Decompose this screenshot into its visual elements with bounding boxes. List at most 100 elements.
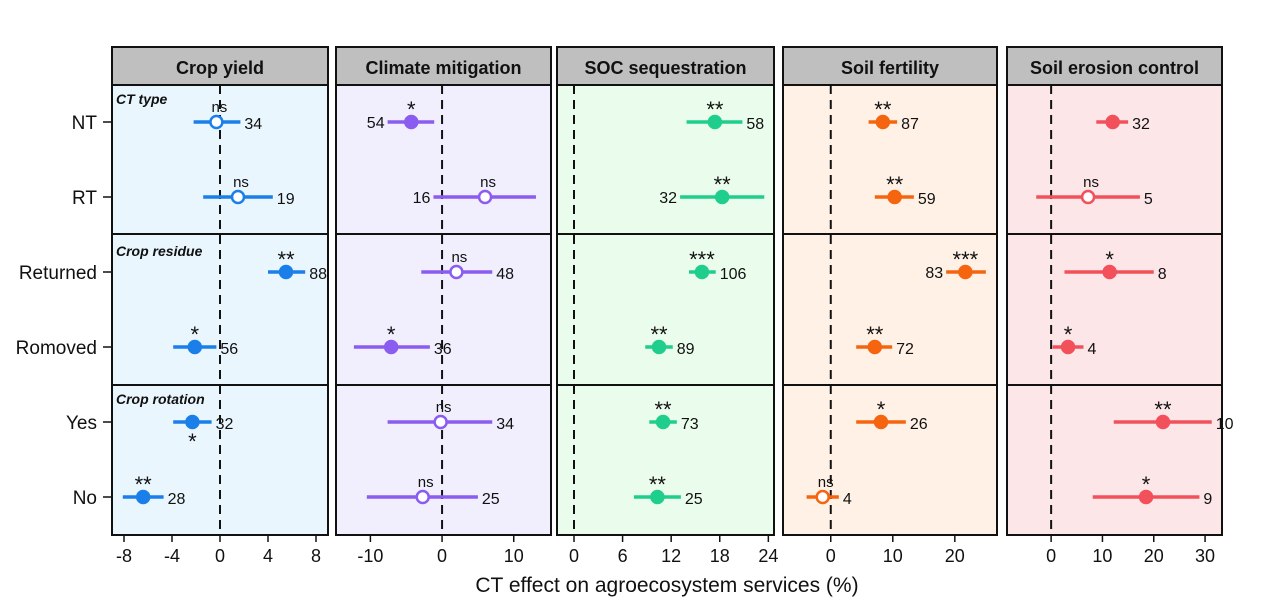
- x-tick-label: -8: [116, 546, 132, 566]
- sample-size-label: 48: [496, 266, 514, 283]
- x-tick-label: -10: [357, 546, 383, 566]
- significance-label: *: [188, 429, 197, 454]
- sample-size-label: 26: [910, 416, 928, 433]
- panel-border: [556, 84, 775, 536]
- effect-point: [714, 189, 730, 205]
- effect-point: [694, 264, 710, 280]
- effect-point: [875, 114, 891, 130]
- significance-label: ***: [689, 247, 715, 272]
- sample-size-label: 28: [168, 491, 186, 508]
- sample-size-label: 59: [918, 191, 936, 208]
- panel-title: SOC sequestration: [584, 58, 746, 78]
- sample-size-label: 87: [901, 116, 919, 133]
- sample-size-label: 36: [434, 341, 452, 358]
- effect-point: [958, 264, 973, 280]
- significance-label: ns: [451, 249, 467, 266]
- effect-point: [1155, 414, 1171, 430]
- sample-size-label: 25: [685, 491, 703, 508]
- significance-label: ns: [418, 474, 434, 491]
- significance-label: *: [1064, 322, 1073, 347]
- sample-size-label: 58: [746, 116, 764, 133]
- sample-size-label: 89: [677, 341, 695, 358]
- significance-label: ns: [211, 99, 227, 116]
- panel-title: Soil erosion control: [1030, 58, 1199, 78]
- significance-label: *: [1142, 472, 1151, 497]
- sample-size-label: 34: [496, 416, 514, 433]
- sample-size-label: 4: [1087, 341, 1096, 358]
- effect-point: [650, 489, 665, 505]
- significance-label: *: [1105, 247, 1114, 272]
- effect-point: [873, 414, 889, 430]
- significance-label: **: [649, 472, 667, 497]
- x-tick-label: -4: [164, 546, 180, 566]
- effect-point: [1080, 189, 1096, 205]
- x-tick-label: 20: [1144, 546, 1164, 566]
- panel-header: [556, 46, 775, 86]
- significance-label: **: [277, 247, 295, 272]
- sample-size-label: 10: [1216, 416, 1234, 433]
- effect-point: [415, 489, 430, 505]
- significance-label: *: [877, 397, 886, 422]
- sample-size-label: 25: [482, 491, 500, 508]
- significance-label: *: [387, 322, 396, 347]
- sample-size-label: 16: [413, 190, 431, 207]
- x-tick-label: 20: [945, 546, 965, 566]
- x-tick-label: 0: [215, 546, 225, 566]
- sample-size-label: 32: [216, 416, 234, 433]
- significance-label: **: [1154, 397, 1172, 422]
- effect-point: [135, 489, 151, 505]
- panel-header: [335, 46, 552, 86]
- row-label: Romoved: [16, 338, 97, 359]
- x-tick-label: 10: [504, 546, 524, 566]
- significance-label: **: [655, 397, 673, 422]
- significance-label: ns: [480, 174, 496, 191]
- x-axis-title: CT effect on agroecosystem services (%): [475, 574, 858, 597]
- significance-label: ns: [436, 399, 452, 416]
- effect-point: [449, 264, 464, 280]
- sample-size-label: 4: [843, 491, 852, 508]
- effect-point: [887, 189, 902, 205]
- x-tick-label: 8: [311, 546, 321, 566]
- x-tick-label: 10: [883, 546, 903, 566]
- significance-label: *: [191, 322, 200, 347]
- sample-size-label: 9: [1203, 491, 1212, 508]
- x-tick-label: 10: [1092, 546, 1112, 566]
- x-tick-label: 0: [826, 546, 836, 566]
- significance-label: **: [650, 322, 668, 347]
- effect-point: [1060, 339, 1076, 355]
- effect-point: [651, 339, 667, 355]
- panel-background: [336, 85, 551, 535]
- panel-border: [782, 84, 998, 536]
- row-label: No: [73, 488, 97, 509]
- sample-size-label: 19: [277, 191, 295, 208]
- row-label: NT: [72, 113, 98, 134]
- panel-border: [1006, 84, 1223, 536]
- sample-size-label: 73: [681, 416, 699, 433]
- effect-point: [1138, 489, 1154, 505]
- effect-point: [655, 414, 671, 430]
- row-label: Yes: [66, 413, 97, 434]
- x-tick-label: 30: [1195, 546, 1215, 566]
- panel-border: [335, 84, 552, 536]
- panel-background: [783, 85, 997, 535]
- sample-size-label: 32: [659, 190, 677, 207]
- effect-point: [187, 339, 203, 355]
- effect-point: [404, 114, 419, 130]
- x-tick-label: 12: [661, 546, 681, 566]
- sample-size-label: 54: [367, 115, 385, 132]
- sample-size-label: 5: [1144, 191, 1153, 208]
- panel-header: [1006, 46, 1223, 86]
- panel-title: Crop yield: [176, 58, 264, 78]
- significance-label: ns: [1083, 174, 1099, 191]
- significance-label: **: [874, 97, 892, 122]
- group-label: Crop rotation: [116, 391, 205, 407]
- effect-point: [477, 189, 493, 205]
- row-label: RT: [72, 188, 97, 209]
- significance-label: ns: [818, 474, 834, 491]
- significance-label: **: [135, 472, 153, 497]
- row-label: Returned: [19, 263, 97, 284]
- effect-point: [1105, 114, 1120, 130]
- sample-size-label: 83: [925, 265, 943, 282]
- effect-point: [278, 264, 294, 280]
